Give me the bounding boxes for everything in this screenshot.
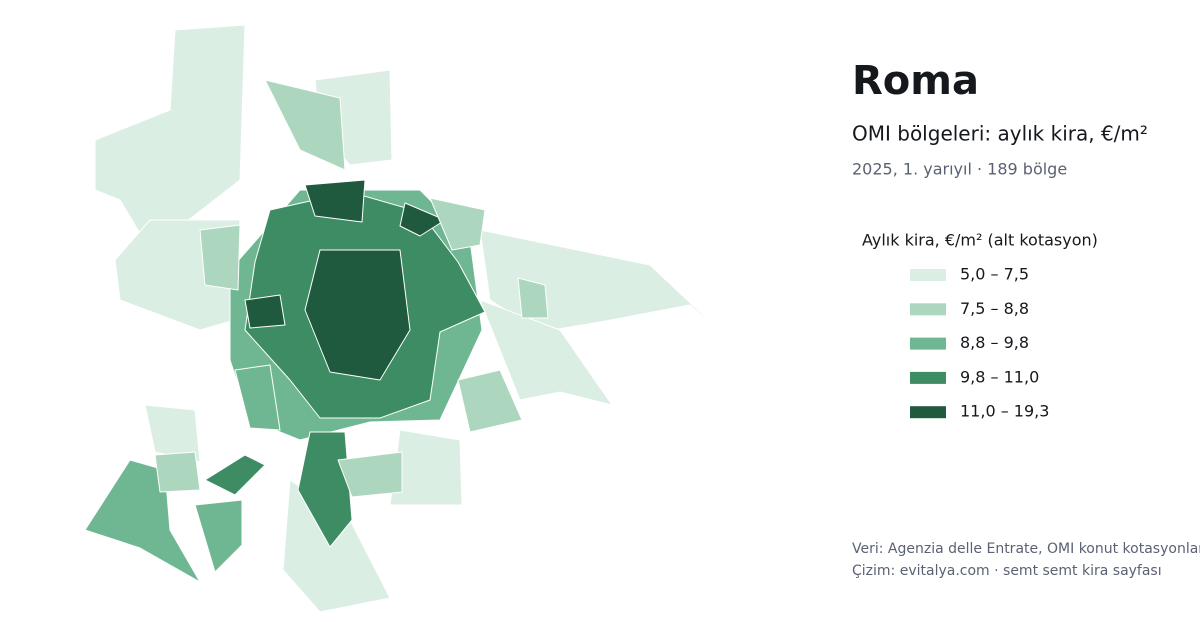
map-zone xyxy=(194,499,243,573)
map-zone xyxy=(399,202,446,237)
source: Veri: Agenzia delle Entrate, OMI konut k… xyxy=(852,541,1200,557)
subtitle: OMI bölgeleri: aylık kira, €/m² xyxy=(852,122,1148,146)
map-zone xyxy=(144,404,201,463)
legend-label: 5,0 – 7,5 xyxy=(960,265,1029,284)
map xyxy=(84,24,736,613)
legend: 5,0 – 7,5 7,5 – 8,8 8,8 – 9,8 9,8 – 11,0 11,… xyxy=(910,265,1049,421)
map-zone xyxy=(457,369,523,433)
map-zone xyxy=(244,294,286,329)
title: Roma xyxy=(852,58,979,104)
legend-swatch xyxy=(910,269,946,281)
legend-swatch xyxy=(910,337,946,350)
map-zone xyxy=(199,224,241,291)
map-zone xyxy=(264,79,346,171)
period: 2025, 1. yarıyıl · 189 bölge xyxy=(852,160,1067,179)
legend-label: 8,8 – 9,8 xyxy=(960,333,1029,352)
legend-swatch xyxy=(910,406,946,419)
map-zone xyxy=(304,249,411,381)
map-zone xyxy=(304,179,366,223)
map-zone xyxy=(154,451,201,493)
legend-swatch xyxy=(910,371,946,384)
legend-label: 7,5 – 8,8 xyxy=(960,299,1029,318)
map-zone xyxy=(234,364,281,431)
map-zone xyxy=(517,277,549,319)
map-zone xyxy=(204,454,266,496)
map-zone xyxy=(429,197,486,251)
legend-title: Aylık kira, €/m² (alt kotasyon) xyxy=(862,231,1098,250)
legend-swatch xyxy=(910,303,946,316)
map-zone xyxy=(337,451,403,498)
credit: Çizim: evitalya.com · semt semt kira say… xyxy=(852,563,1162,579)
map-zone xyxy=(479,299,613,406)
legend-label: 9,8 – 11,0 xyxy=(960,367,1039,386)
map-zone xyxy=(94,24,246,251)
legend-label: 11,0 – 19,3 xyxy=(960,402,1049,421)
